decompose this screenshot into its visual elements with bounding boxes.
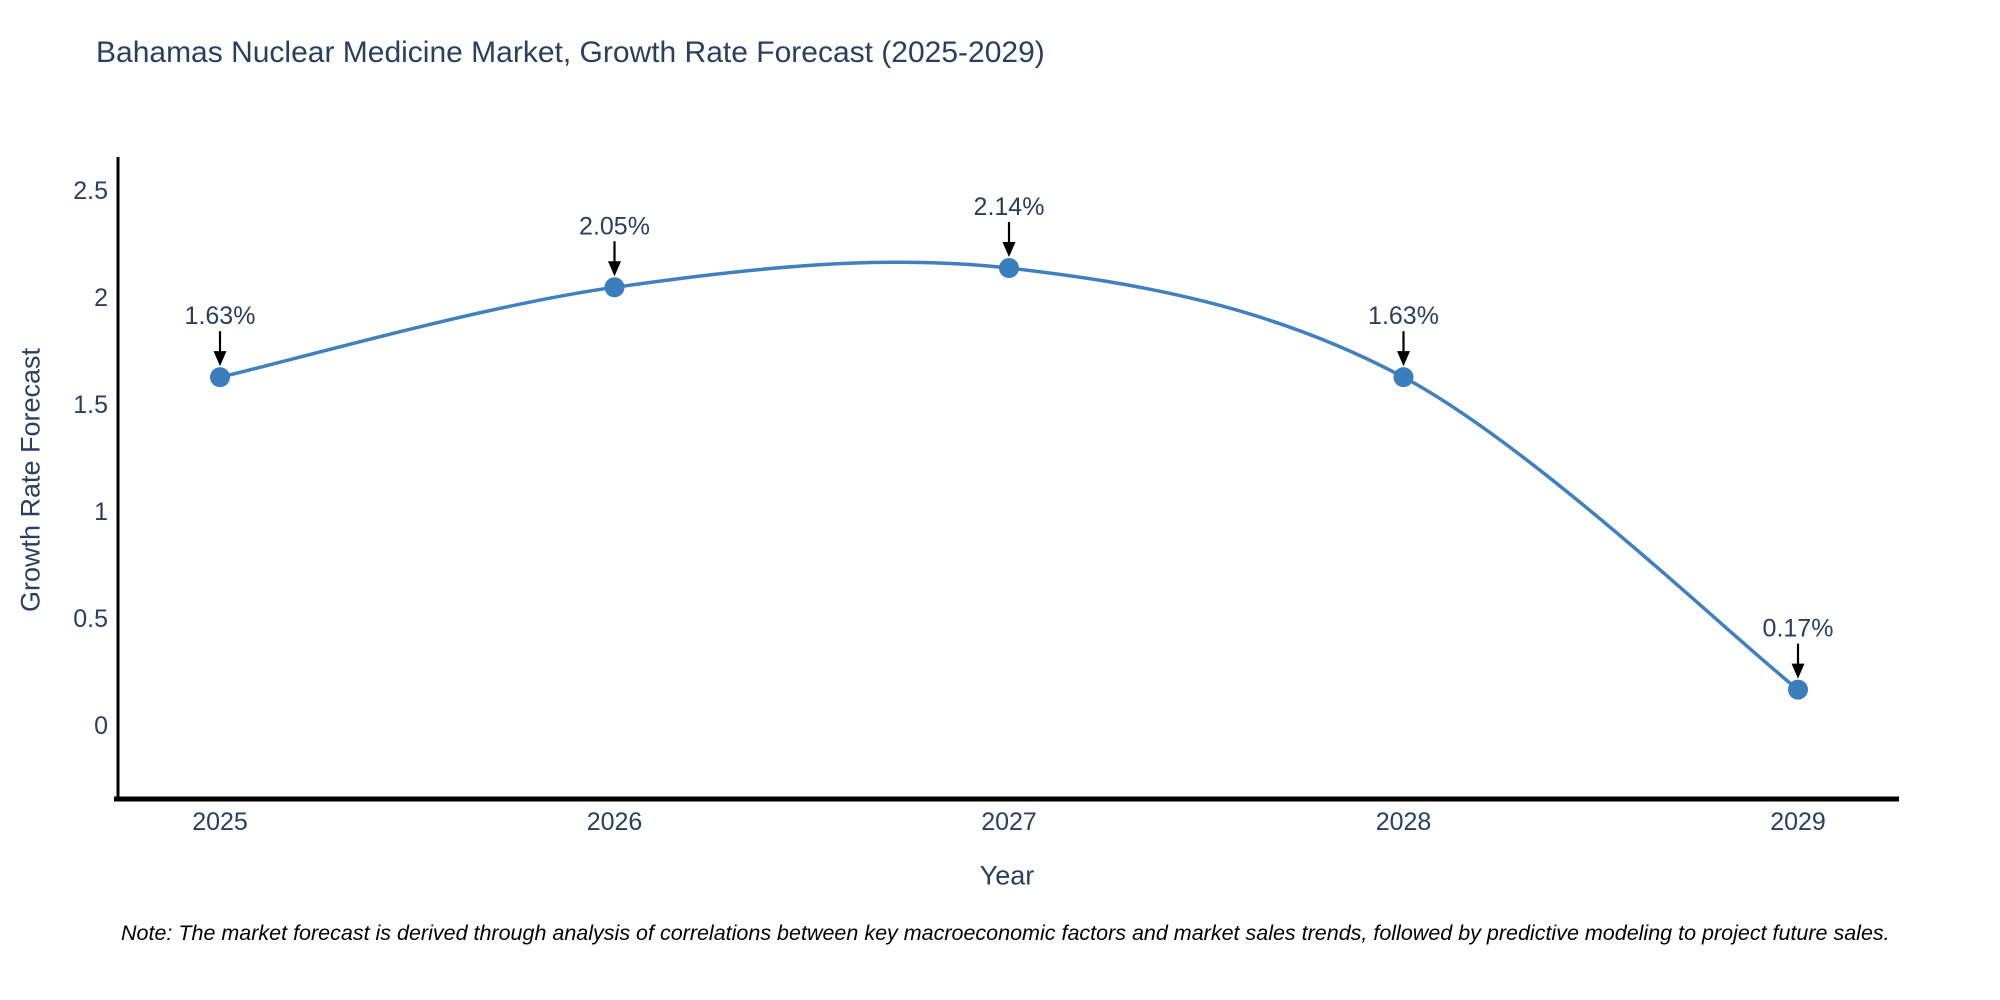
chart-title: Bahamas Nuclear Medicine Market, Growth …: [96, 36, 1045, 69]
annotation-arrow-head: [608, 261, 621, 277]
y-tick-label-1: 1: [94, 498, 108, 526]
y-tick-label-0: 0: [94, 712, 108, 740]
x-tick-label-2027: 2027: [981, 808, 1037, 836]
x-tick-label-2026: 2026: [586, 808, 643, 836]
annotation-label: 2.05%: [579, 212, 650, 240]
annotation-label: 0.17%: [1763, 615, 1834, 643]
y-tick-label-2: 2: [94, 284, 108, 312]
x-tick-label-2028: 2028: [1375, 808, 1432, 836]
data-point-2029: [1788, 679, 1808, 700]
annotation-arrow-head: [1397, 351, 1410, 367]
annotation-arrow-head: [213, 351, 227, 367]
data-point-2028: [1393, 367, 1414, 388]
annotation-arrow-head: [1002, 242, 1016, 258]
data-point-2027: [999, 258, 1019, 279]
annotation-arrow-head: [1791, 663, 1805, 679]
annotation-label: 2.14%: [974, 193, 1045, 221]
y-tick-label-2.5: 2.5: [73, 177, 108, 205]
x-axis-title: Year: [979, 860, 1035, 891]
x-tick-label-2029: 2029: [1770, 808, 1826, 836]
x-tick-label-2025: 2025: [192, 808, 248, 836]
data-point-2025: [210, 367, 230, 388]
annotation-label: 1.63%: [1368, 302, 1439, 330]
y-tick-label-1.5: 1.5: [73, 391, 108, 419]
forecast-spline-line: [219, 260, 1800, 691]
footnote: Note: The market forecast is derived thr…: [121, 921, 1890, 945]
y-tick-label-0.5: 0.5: [73, 605, 108, 633]
annotation-label: 1.63%: [185, 302, 256, 330]
data-point-2026: [604, 277, 625, 298]
